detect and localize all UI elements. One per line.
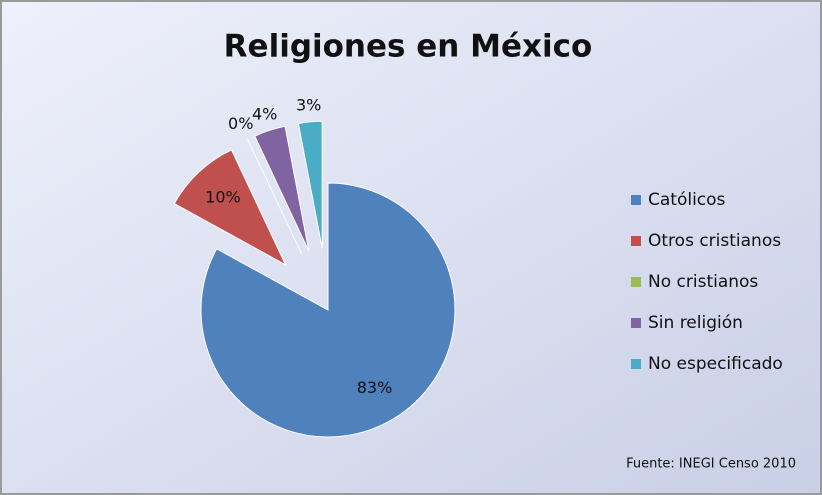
legend-swatch bbox=[631, 359, 641, 369]
pie-slice bbox=[297, 120, 323, 249]
data-label: 10% bbox=[205, 188, 241, 207]
legend-swatch bbox=[631, 195, 641, 205]
data-label: 0% bbox=[228, 114, 253, 133]
legend-label: Sin religión bbox=[648, 313, 743, 333]
pie-slice bbox=[200, 182, 456, 438]
data-label: 83% bbox=[357, 378, 393, 397]
data-label: 3% bbox=[296, 95, 321, 114]
legend-label: No especificado bbox=[648, 354, 783, 374]
source-note: Fuente: INEGI Censo 2010 bbox=[626, 457, 796, 472]
pie-slice bbox=[254, 125, 310, 252]
pie-slice bbox=[173, 149, 287, 266]
pie-slice bbox=[247, 138, 303, 255]
legend-label: Católicos bbox=[648, 190, 726, 210]
legend-label: Otros cristianos bbox=[648, 231, 781, 251]
legend-swatch bbox=[631, 277, 641, 287]
legend-swatch bbox=[631, 318, 641, 328]
legend-swatch bbox=[631, 236, 641, 246]
legend-label: No cristianos bbox=[648, 272, 758, 292]
chart-title: Religiones en México bbox=[224, 29, 593, 65]
data-label: 4% bbox=[252, 105, 277, 124]
